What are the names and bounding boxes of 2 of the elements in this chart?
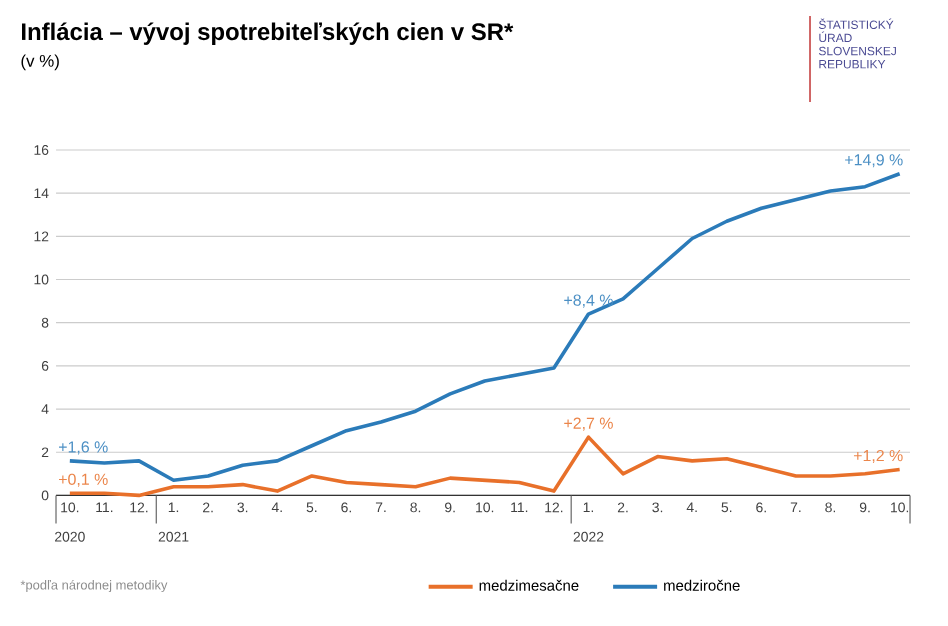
chart-subtitle: (v %) [21, 54, 59, 71]
chart-title: Inflácia – vývoj spotrebiteľských cien v SR* [22, 22, 514, 45]
